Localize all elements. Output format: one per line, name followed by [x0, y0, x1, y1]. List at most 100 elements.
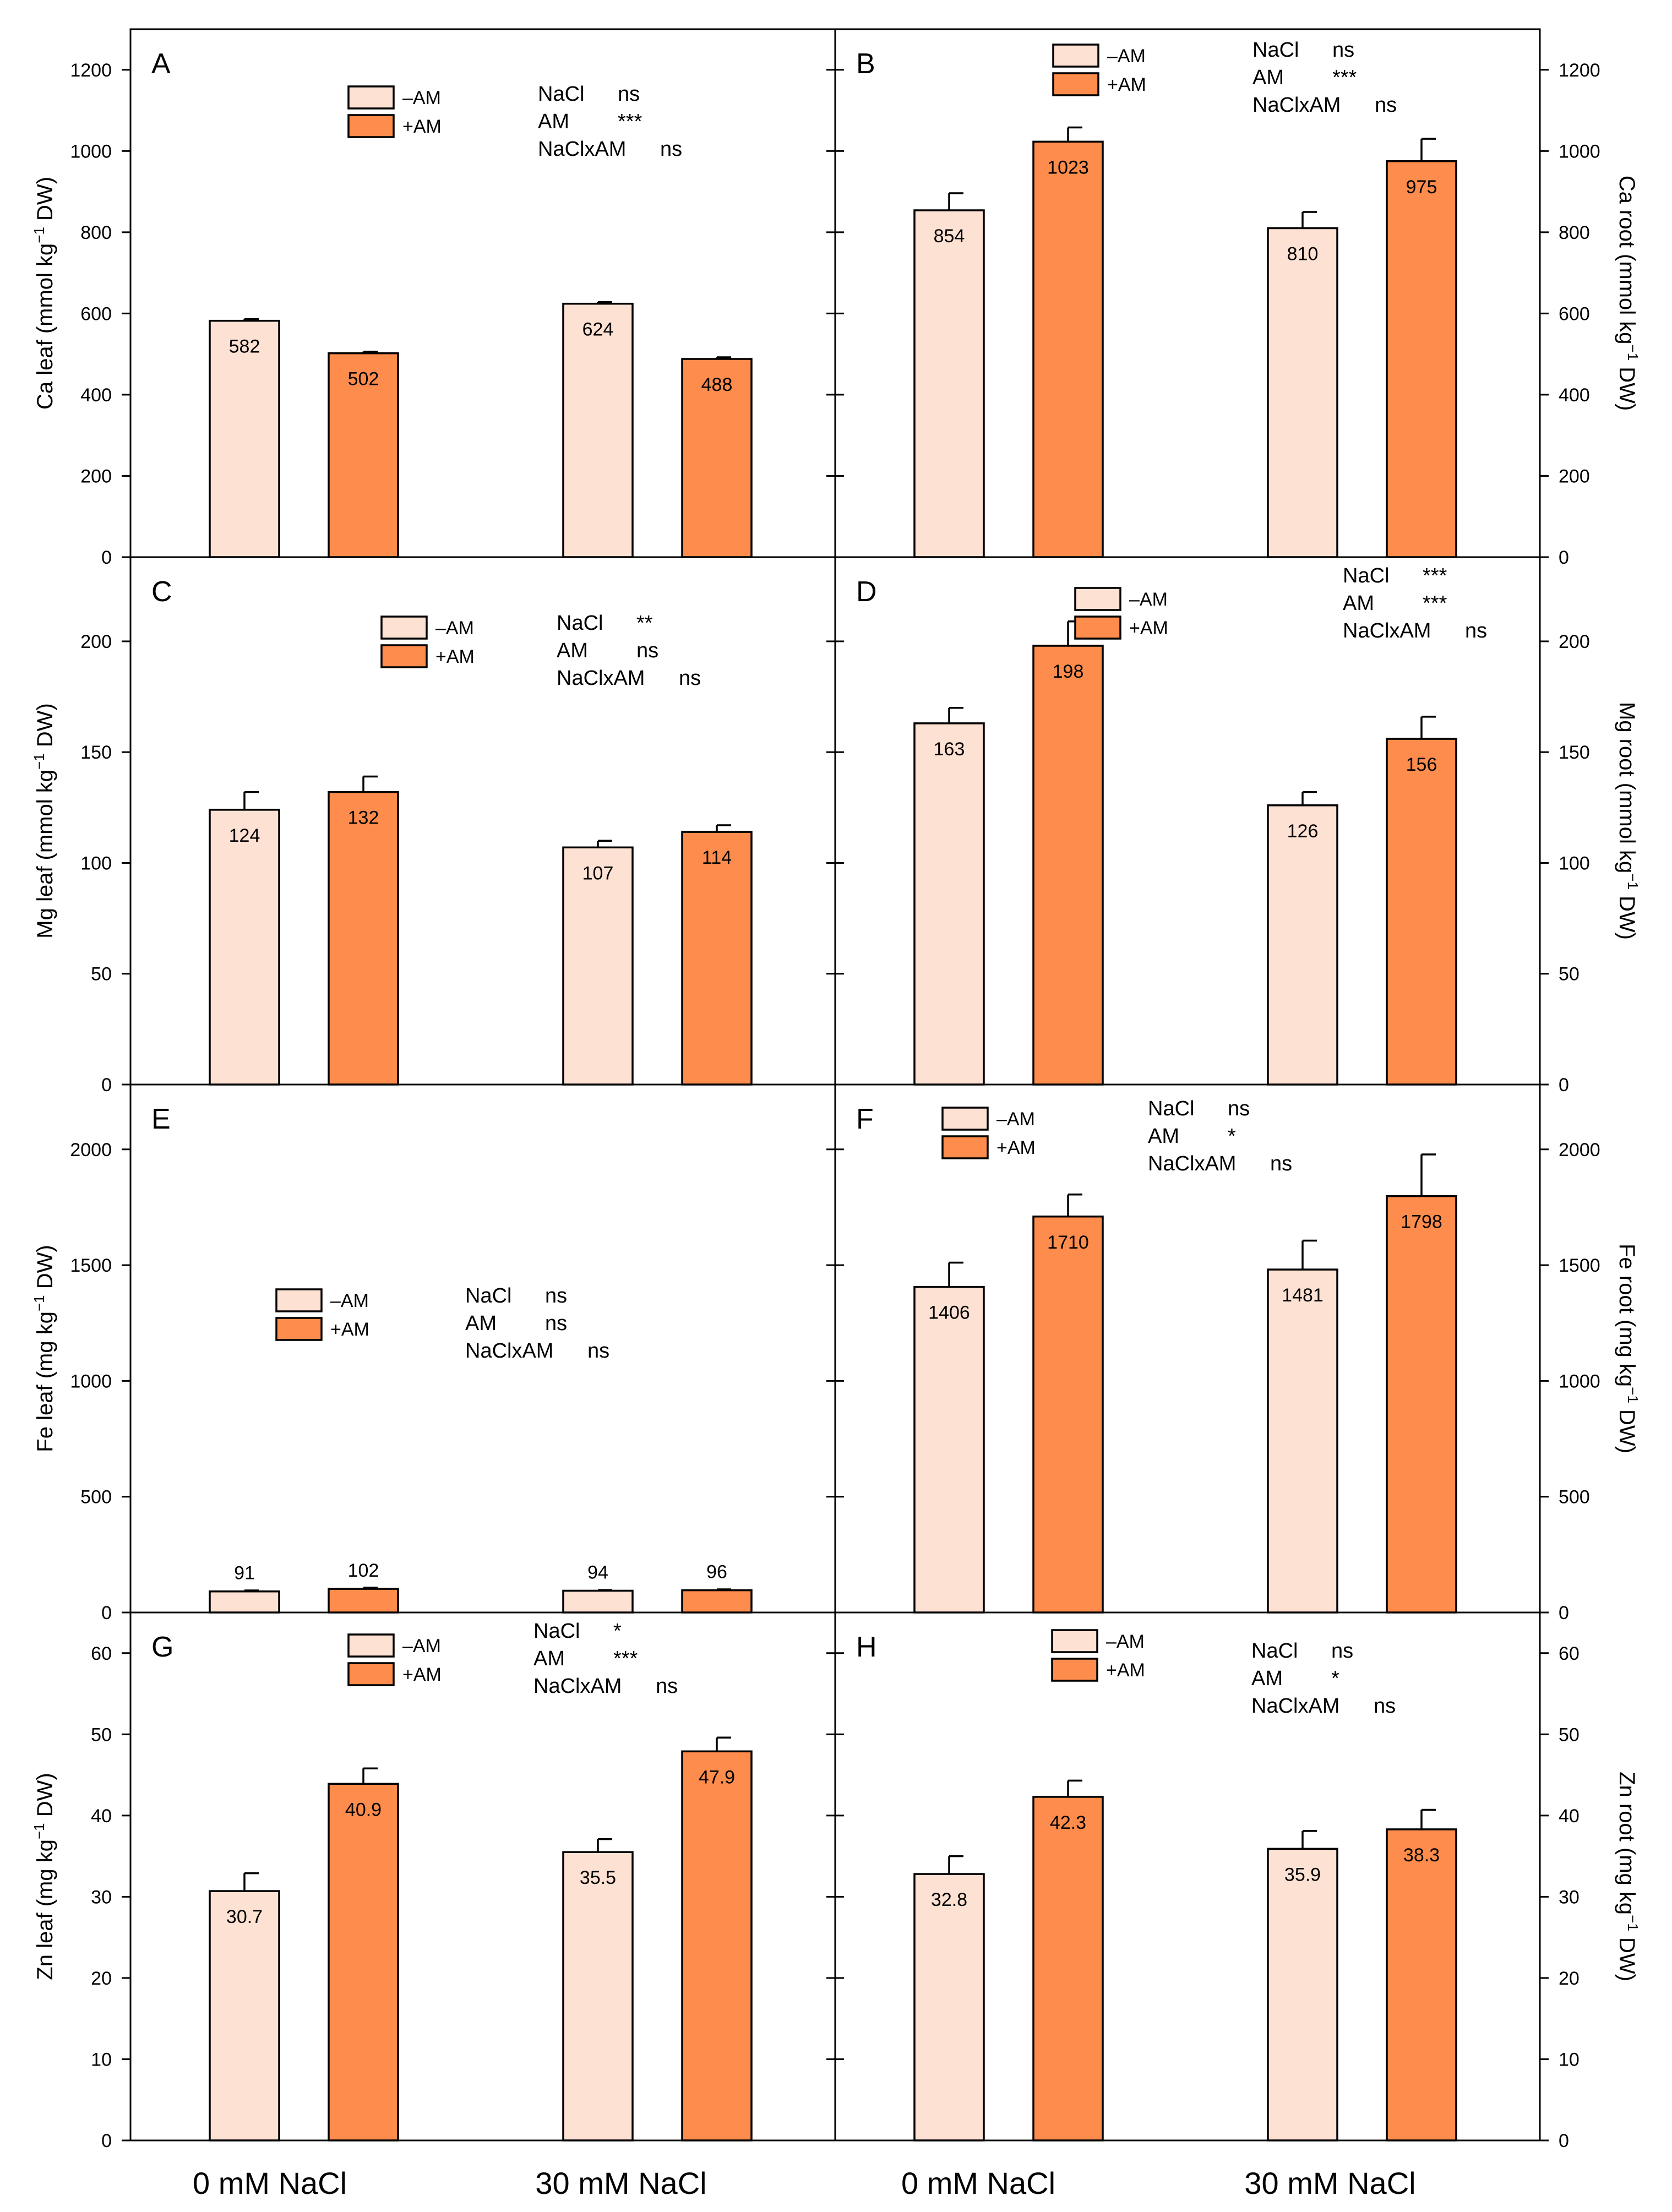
stat-significance: ns	[1332, 39, 1354, 62]
y-axis-label: Fe root (mg kg−1 DW)	[1615, 1244, 1641, 1453]
y-tick-label: 200	[80, 466, 112, 487]
panel-letter: H	[856, 1631, 877, 1663]
y-tick-label: 400	[80, 385, 112, 406]
data-label: 38.3	[1403, 1845, 1440, 1866]
legend-label: +AM	[435, 646, 475, 667]
data-label: 102	[348, 1560, 379, 1581]
y-tick-label: 50	[91, 964, 112, 985]
y-axis-label: Mg root (mmol kg−1 DW)	[1615, 702, 1641, 940]
y-axis-label-sup: −1	[1625, 1915, 1641, 1931]
y-tick-label: 2000	[1559, 1140, 1600, 1161]
stats-block: NaCl ns AM ns NaClxAM ns	[465, 1284, 609, 1363]
stat-significance: ns	[1375, 94, 1397, 117]
stat-factor: NaClxAM	[1148, 1152, 1236, 1175]
stat-significance: ns	[660, 138, 682, 161]
stat-significance: ns	[656, 1675, 678, 1698]
bar	[681, 1589, 753, 1614]
y-tick-label: 2000	[70, 1140, 112, 1161]
stat-significance: ns	[587, 1339, 609, 1363]
y-tick-label: 60	[1559, 1643, 1580, 1664]
y-axis-label-sup: −1	[1625, 1387, 1641, 1403]
legend-swatch	[1051, 1658, 1098, 1682]
stat-factor: NaClxAM	[1251, 1695, 1339, 1718]
bar	[209, 1890, 280, 2142]
y-axis-label-sup: −1	[31, 753, 47, 770]
legend-label: +AM	[1129, 618, 1168, 639]
y-tick-label: 0	[1559, 547, 1569, 568]
y-tick-label: 0	[1559, 1603, 1569, 1623]
legend: –AM +AM	[275, 1288, 369, 1341]
stat-significance: ns	[1228, 1097, 1250, 1120]
bar	[328, 352, 399, 558]
stat-significance: *	[1228, 1125, 1236, 1148]
legend-label: +AM	[1106, 1660, 1145, 1681]
panel-c: 0 50 100 150 200 Mg leaf (mmol kg−1 DW) C 124 10…	[31, 556, 844, 1096]
y-axis-label: Mg leaf (mmol kg−1 DW)	[31, 703, 57, 938]
x-category-label: 30 mM NaCl	[1244, 2166, 1415, 2200]
y-tick-label: 1200	[1559, 60, 1600, 81]
data-label: 96	[706, 1562, 727, 1583]
y-axis-label-main: Ca root (mmol kg	[1615, 176, 1639, 345]
bar	[328, 791, 399, 1086]
y-tick-label: 0	[1559, 1075, 1569, 1096]
y-tick-label: 60	[91, 1643, 112, 1664]
y-tick-label: 600	[1559, 303, 1590, 324]
y-tick-label: 30	[91, 1887, 112, 1908]
y-axis-label-main: Fe leaf (mg kg	[33, 1311, 57, 1452]
legend-swatch	[347, 1662, 395, 1686]
legend-label: –AM	[330, 1290, 369, 1311]
legend-swatch	[1074, 615, 1121, 640]
stats-block: NaCl ** AM ns NaClxAM ns	[557, 612, 701, 690]
y-tick-label: 400	[1559, 385, 1590, 406]
panel-h: 0 10 20 30 40 50 60 Zn root (mg kg−1 DW) H 32.8 35…	[826, 1611, 1641, 2151]
y-axis-label-tail: DW)	[33, 703, 57, 753]
bar	[1386, 1828, 1457, 2142]
data-label: 582	[229, 336, 260, 357]
plot-frame	[834, 1611, 1541, 2142]
y-axis-label: Zn leaf (mg kg−1 DW)	[31, 1773, 57, 1980]
legend: –AM +AM	[347, 85, 442, 138]
bar	[681, 831, 753, 1086]
data-label: 1023	[1047, 157, 1089, 178]
legend-swatch	[1074, 587, 1121, 611]
y-axis-label-tail: DW)	[33, 1773, 57, 1823]
stat-factor: NaCl	[1252, 39, 1299, 62]
data-label: 1406	[928, 1303, 970, 1323]
y-axis-label-sup: −1	[1625, 345, 1641, 361]
legend: –AM +AM	[380, 615, 475, 668]
bar	[1267, 227, 1338, 558]
bar	[681, 1750, 753, 2142]
y-tick-label: 10	[91, 2049, 112, 2070]
data-label: 32.8	[931, 1889, 967, 1910]
data-label: 35.5	[580, 1867, 616, 1888]
stat-significance: ns	[1374, 1695, 1396, 1718]
data-label: 126	[1287, 821, 1319, 842]
panel-g: 0 10 20 30 40 50 60 Zn leaf (mg kg−1 DW) G 30.7 35…	[31, 1611, 844, 2151]
stat-factor: NaClxAM	[1252, 94, 1341, 117]
y-axis-label-main: Fe root (mg kg	[1615, 1244, 1639, 1387]
y-axis-label-main: Mg leaf (mmol kg	[33, 770, 57, 939]
legend-swatch	[941, 1107, 989, 1131]
bar	[913, 1285, 985, 1614]
data-label: 163	[934, 739, 965, 760]
y-axis-label: Ca root (mmol kg−1 DW)	[1615, 176, 1641, 411]
bar	[209, 1590, 280, 1614]
y-tick-label: 20	[91, 1968, 112, 1989]
panel-f: 0 500 1000 1500 2000 Fe root (mg kg−1 DW) F 140…	[826, 1083, 1641, 1623]
y-axis-label-sup: −1	[1625, 873, 1641, 890]
bar	[913, 722, 985, 1086]
legend-swatch	[1052, 43, 1099, 68]
stat-factor: AM	[557, 639, 588, 662]
y-tick-label: 1500	[1559, 1255, 1600, 1276]
stat-significance: ***	[613, 1647, 638, 1670]
stat-significance: ns	[636, 639, 658, 662]
panel-d: 0 50 100 150 200 Mg root (mmol kg−1 DW) D 163 12…	[826, 556, 1641, 1096]
stat-significance: ns	[545, 1284, 567, 1307]
legend-swatch	[275, 1317, 323, 1341]
data-label: 91	[234, 1563, 255, 1584]
y-tick-label: 30	[1559, 1887, 1580, 1908]
stat-factor: AM	[1343, 592, 1374, 615]
data-label: 624	[582, 319, 614, 340]
bar	[562, 1589, 634, 1614]
